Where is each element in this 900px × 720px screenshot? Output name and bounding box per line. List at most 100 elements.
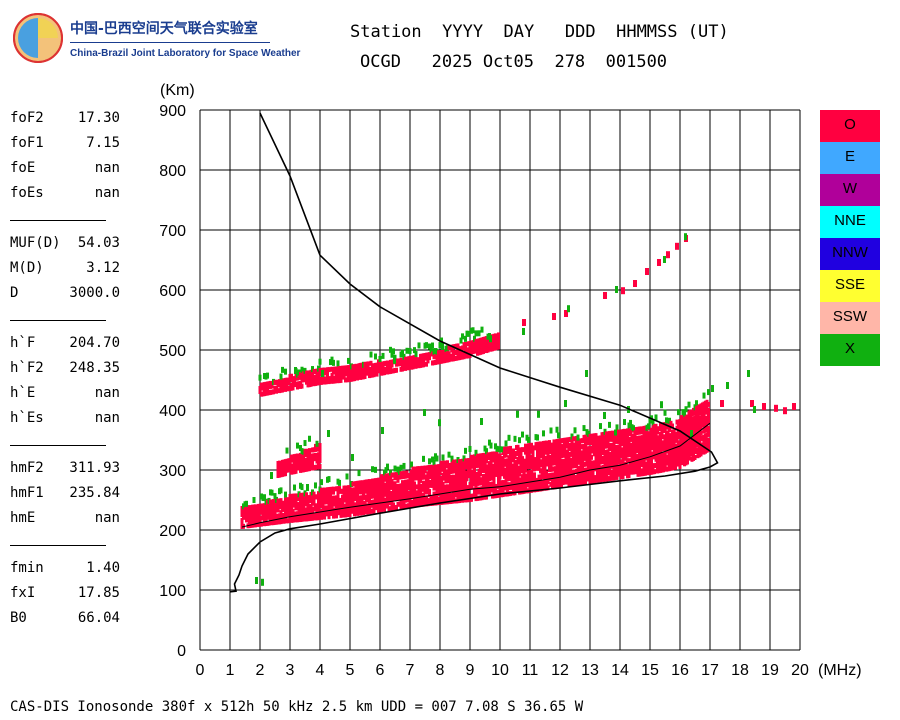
o-echo-mark xyxy=(543,479,547,485)
o-echo-mark xyxy=(446,478,449,484)
o-echo-mark xyxy=(612,445,616,451)
o-echo-mark xyxy=(671,423,674,429)
o-echo-mark xyxy=(567,446,571,452)
o-echo-mark xyxy=(606,440,610,446)
o-echo-mark xyxy=(486,479,490,485)
o-echo-mark xyxy=(426,477,430,483)
o-echo-mark xyxy=(624,461,628,467)
o-echo-mark xyxy=(275,385,278,391)
o-echo-mark xyxy=(663,464,667,469)
o-echo-mark xyxy=(584,455,587,461)
o-echo-mark xyxy=(380,483,383,489)
o-echo-mark xyxy=(420,483,424,489)
legend-item: NNE xyxy=(820,206,880,238)
x-echo-mark xyxy=(381,352,385,359)
x-echo-mark xyxy=(381,427,384,434)
o-echo-mark xyxy=(368,370,371,376)
o-echo-mark xyxy=(587,455,590,461)
o-echo-mark xyxy=(390,362,394,368)
o-echo-mark xyxy=(323,367,326,373)
o-echo-mark xyxy=(507,482,511,488)
o-echo-mark xyxy=(578,447,581,453)
o-echo-mark xyxy=(375,489,379,495)
o-echo-mark xyxy=(380,492,383,498)
o-echo-mark xyxy=(294,499,298,505)
o-echo-mark xyxy=(324,379,328,385)
o-echo-mark xyxy=(707,443,710,449)
o-echo-mark xyxy=(573,478,577,484)
o-echo-mark xyxy=(317,515,320,521)
o-echo-mark xyxy=(647,458,650,464)
x-echo-mark xyxy=(711,385,714,392)
o-echo-mark xyxy=(512,466,515,472)
x-tick-label: 16 xyxy=(671,662,689,679)
o-echo-mark xyxy=(333,375,337,381)
o-echo-mark xyxy=(558,480,562,486)
o-echo-mark xyxy=(440,466,443,472)
o-echo-mark xyxy=(414,357,418,363)
o-echo-mark xyxy=(641,462,644,468)
o-echo-mark xyxy=(260,509,263,515)
o-echo-mark xyxy=(453,477,457,483)
o-echo-mark xyxy=(546,443,550,449)
o-echo-mark xyxy=(633,463,637,469)
o-echo-mark xyxy=(318,512,322,517)
o-echo-mark xyxy=(288,461,292,466)
x-tick-label: 5 xyxy=(346,662,355,679)
o-echo-mark xyxy=(707,425,710,431)
o-echo-mark xyxy=(479,468,482,474)
x-tick-label: 9 xyxy=(466,662,475,679)
o-echo-mark xyxy=(485,482,488,488)
o-echo-mark xyxy=(359,365,362,371)
x-echo-mark xyxy=(423,409,426,416)
o-echo-mark xyxy=(401,360,404,366)
o-echo-mark xyxy=(575,475,578,481)
header-line-2: OCGD 2025 Oct05 278 001500 xyxy=(360,52,668,72)
o-echo-mark xyxy=(413,490,416,496)
o-echo-mark xyxy=(531,484,535,490)
o-echo-mark xyxy=(428,352,431,358)
o-echo-mark xyxy=(677,440,680,446)
x-echo-mark xyxy=(599,423,602,430)
o-echo-mark xyxy=(654,462,658,468)
o-echo-mark xyxy=(524,479,527,485)
o-echo-mark xyxy=(443,484,446,490)
x-echo-mark xyxy=(474,449,478,456)
x-echo-mark xyxy=(384,467,388,474)
o-echo-mark xyxy=(648,455,652,460)
o-echo-mark xyxy=(647,452,650,458)
o-echo-mark xyxy=(674,464,677,470)
o-echo-mark xyxy=(638,465,641,471)
legend-item: O xyxy=(820,110,880,142)
o-echo-mark xyxy=(291,385,295,391)
o-echo-mark xyxy=(348,485,352,490)
o-echo-mark xyxy=(398,495,401,501)
o-echo-mark xyxy=(449,462,452,468)
o-echo-mark xyxy=(311,509,314,515)
param-label: foF2 xyxy=(10,110,44,126)
x-echo-mark xyxy=(392,348,395,355)
o-echo-mark xyxy=(287,380,290,386)
o-echo-mark xyxy=(327,514,331,520)
param-value: 311.93 xyxy=(69,460,120,476)
o-echo-mark xyxy=(399,504,403,510)
param-label: foE xyxy=(10,160,36,176)
x-echo-mark xyxy=(378,356,382,363)
o-echo-mark xyxy=(650,457,653,463)
o-echo-mark xyxy=(498,483,502,489)
o-echo-mark xyxy=(296,384,299,390)
o-echo-mark xyxy=(278,504,281,510)
x-tick-label: 3 xyxy=(286,662,295,679)
o-echo-mark xyxy=(546,485,550,491)
x-tick-label: 10 xyxy=(491,662,509,679)
param-value: nan xyxy=(94,510,120,526)
o-echo-mark xyxy=(381,480,385,486)
x-echo-mark xyxy=(459,337,463,344)
o-echo-mark xyxy=(626,443,629,449)
o-echo-mark xyxy=(654,426,658,432)
o-echo-mark xyxy=(380,507,383,513)
o-echo-mark xyxy=(315,446,319,452)
o-echo-mark xyxy=(539,447,542,453)
o-echo-mark xyxy=(422,480,425,486)
o-echo-mark xyxy=(531,448,535,454)
